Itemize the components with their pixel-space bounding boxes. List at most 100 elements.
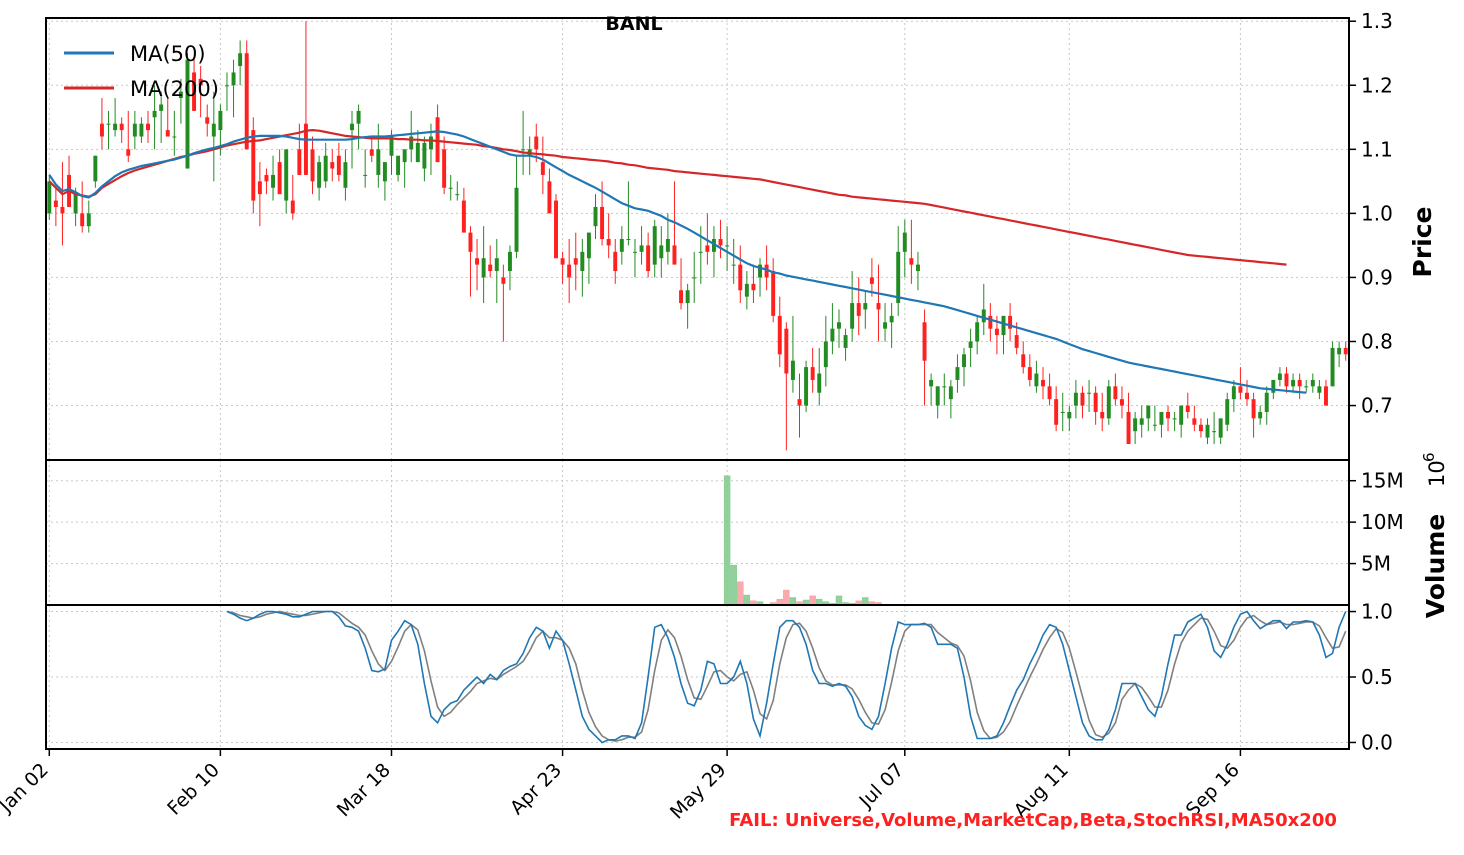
price-y-tick-label: 0.9 (1361, 265, 1393, 289)
volume-scale-factor: 10 6 (1420, 452, 1449, 487)
candle-body (751, 283, 756, 291)
candle-body (185, 59, 190, 169)
candle-body (837, 322, 841, 329)
candle-body (790, 360, 795, 380)
candle-body (1231, 386, 1236, 400)
candle-body (1284, 373, 1289, 387)
volume-bar (862, 597, 869, 606)
candle-body (975, 322, 980, 342)
stochrsi-y-tick-label: 0.5 (1361, 665, 1393, 689)
candle-body (330, 162, 335, 169)
candle-body (1205, 424, 1210, 438)
candle-body (863, 303, 868, 310)
candle-body (600, 206, 605, 239)
candle-body (1021, 354, 1026, 368)
candle-body (725, 245, 730, 247)
candle-body (1139, 418, 1144, 425)
candle-body (1106, 386, 1111, 419)
candle-body (521, 149, 526, 151)
candle-body (73, 194, 78, 214)
volume-bar (783, 589, 790, 606)
candle-body (1159, 411, 1164, 425)
candle-body (705, 245, 710, 252)
candle-body (382, 162, 387, 182)
candle-body (810, 367, 815, 380)
candle-body (461, 200, 466, 233)
candle-body (224, 85, 229, 87)
candle-body (409, 136, 414, 150)
candle-body (665, 239, 670, 252)
candle-body (1212, 431, 1217, 433)
candle-body (764, 264, 769, 278)
candle-body (738, 264, 743, 291)
volume-axis-label: Volume (1421, 514, 1450, 619)
candle-body (501, 277, 506, 284)
candle-body (284, 149, 289, 201)
candle-body (573, 258, 578, 265)
volume-bar (835, 595, 843, 606)
candle-body (310, 149, 315, 182)
ma50-line (48, 130, 1307, 394)
candle-body (1264, 392, 1269, 412)
candle-body (1060, 411, 1065, 413)
candle-body (1133, 418, 1138, 432)
candle-body (692, 277, 697, 279)
candle-body (731, 264, 736, 266)
candle-body (744, 283, 749, 297)
candle-body (1310, 379, 1315, 387)
candle-body (797, 399, 802, 406)
volume-bar (789, 597, 797, 606)
candle-body (1225, 399, 1230, 425)
candle-body (244, 53, 249, 150)
ma200-line (48, 128, 1287, 266)
volume-bar (723, 475, 731, 606)
candle-body (481, 258, 486, 278)
candle-body (1198, 424, 1203, 432)
candle-body (165, 130, 170, 137)
candle-body (1073, 392, 1078, 406)
candle-body (711, 239, 716, 252)
x-tick-label: Jul 07 (854, 759, 908, 813)
candle-body (1297, 379, 1302, 387)
candle-body (1304, 386, 1309, 388)
candle-body (448, 187, 453, 189)
candle-body (323, 155, 328, 182)
candle-body (1245, 392, 1249, 400)
candle-body (159, 104, 164, 111)
candle-body (119, 123, 124, 131)
candle-body (435, 117, 440, 163)
candle-body (968, 341, 973, 348)
candle-body (633, 251, 637, 253)
candle-body (1238, 386, 1243, 393)
candle-body (146, 123, 150, 131)
candle-body (843, 335, 848, 348)
candle-body (560, 258, 565, 265)
candle-body (205, 117, 210, 124)
candle-body (198, 78, 203, 86)
candle-body (1113, 386, 1118, 400)
candle-body (685, 290, 690, 304)
legend-ma200-label: MA(200) (130, 77, 219, 101)
candle-body (823, 341, 828, 368)
price-y-tick-label: 1.3 (1361, 9, 1393, 33)
candle-body (1251, 399, 1256, 419)
candle-body (113, 123, 118, 131)
grid-layer (46, 18, 1349, 749)
candle-body (929, 379, 934, 387)
volume-bar (743, 594, 751, 606)
candle-body (1277, 373, 1282, 380)
candle-body (1343, 347, 1348, 355)
candle-body (211, 123, 216, 137)
candle-body (1126, 411, 1131, 444)
candle-body (1152, 424, 1157, 426)
stochrsi-k-line (226, 610, 1347, 744)
candle-body (679, 290, 684, 304)
candle-body (777, 315, 782, 355)
candle-body (475, 258, 480, 265)
candle-body (804, 367, 809, 406)
candle-body (442, 149, 447, 188)
candle-body (1185, 405, 1190, 412)
candle-body (935, 386, 940, 406)
candle-body (1146, 405, 1151, 419)
candle-body (172, 136, 177, 138)
